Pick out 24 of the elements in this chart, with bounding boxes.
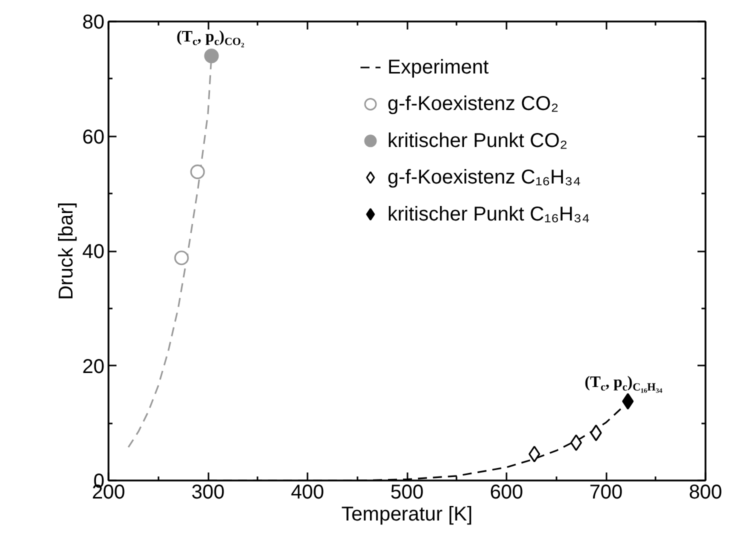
x-tick-label: 500: [390, 482, 424, 504]
x-tick-label: 600: [490, 482, 524, 504]
y-tick-label: 60: [82, 126, 105, 148]
legend-label: g-f-Koexistenz CO₂: [388, 93, 559, 116]
y-axis-title: Druck [bar]: [55, 202, 78, 300]
point: [622, 393, 634, 410]
x-tick-label: 800: [688, 482, 722, 504]
x-tick-label: 300: [191, 482, 225, 504]
legend-label: kritischer Punkt C₁₆H₃₄: [388, 203, 590, 226]
x-tick-label: 700: [589, 482, 623, 504]
legend-label: kritischer Punkt CO₂: [388, 130, 568, 152]
point: [570, 434, 582, 451]
legend-label: g-f-Koexistenz C₁₆H₃₄: [388, 166, 581, 189]
point: [174, 250, 189, 266]
point: [590, 424, 602, 442]
point: [190, 164, 205, 180]
y-tick-label: 80: [82, 12, 105, 34]
point: [204, 48, 219, 64]
x-axis-title: Temperatur [K]: [341, 504, 473, 526]
x-tick-label: 400: [290, 482, 324, 504]
point: [528, 446, 540, 462]
y-tick-label: 20: [82, 356, 105, 378]
legend-label: Experiment: [388, 56, 490, 78]
y-tick-label: 40: [82, 241, 105, 263]
